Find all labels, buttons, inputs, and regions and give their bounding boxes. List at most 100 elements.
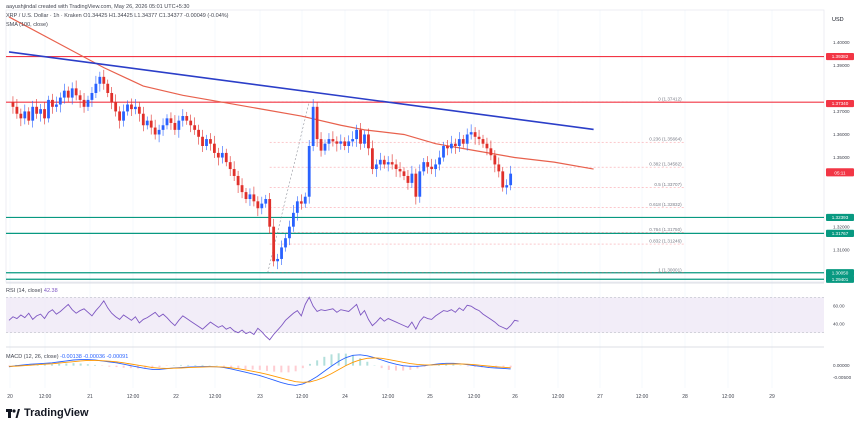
candle-body <box>39 109 42 114</box>
rsi-pane: 60.00 40.00 <box>6 296 845 341</box>
time-tick-label: 12:00 <box>296 394 309 400</box>
macd-histogram-bar <box>294 365 297 372</box>
candle-body <box>288 226 291 239</box>
candle-body <box>489 148 493 156</box>
time-tick-label: 27 <box>597 394 603 400</box>
candle-body <box>422 162 426 172</box>
time-tick-label: 12:00 <box>468 394 481 400</box>
time-axis: 20 12:00 21 12:00 22 12:00 23 12:00 24 12:00 25 12:… <box>7 394 775 400</box>
candle-body <box>90 92 94 100</box>
candle-body <box>493 155 497 165</box>
candle-body <box>457 139 461 146</box>
sma-legend: SMA (100, close) <box>6 22 48 28</box>
price-tick-label: 1.31000 <box>833 247 850 252</box>
price-tag-label: 1.39382 <box>832 54 849 59</box>
macd-histogram-bar <box>394 365 397 371</box>
macd-histogram-bar <box>93 364 96 366</box>
candle-body <box>295 201 299 213</box>
candle-body <box>284 238 287 248</box>
candle-body <box>102 76 106 84</box>
macd-tick-label: 0.00000 <box>833 363 850 368</box>
symbol-name: XRP / U.S. Dollar · 1h · Kraken <box>6 13 82 19</box>
candle-body <box>157 129 161 135</box>
candle-body <box>220 152 224 158</box>
candle-body <box>126 104 129 112</box>
candle-body <box>315 106 319 140</box>
macd-histogram-bar <box>280 365 283 373</box>
candle-body <box>406 175 410 183</box>
price-tick-label: 1.36000 <box>833 132 850 137</box>
macd-histogram-bar <box>301 365 304 369</box>
candle-body <box>509 173 513 186</box>
macd-histogram-bar <box>72 363 75 366</box>
candle-body <box>374 164 378 170</box>
price-tag-label: 1.30050 <box>832 270 849 275</box>
candle-body <box>78 95 82 100</box>
candle-body <box>355 129 358 140</box>
price-tick-label: 1.32000 <box>833 224 850 229</box>
time-tick-label: 25 <box>427 394 433 400</box>
candle-body <box>177 120 181 130</box>
candle-body <box>414 173 418 197</box>
candle-body <box>86 99 90 107</box>
candle-body <box>319 139 323 151</box>
candle-body <box>343 141 347 146</box>
candle-body <box>70 88 74 98</box>
price-tag <box>826 229 854 237</box>
candle-body <box>252 194 256 202</box>
macd-histogram-bar <box>222 365 225 367</box>
candle-body <box>386 162 390 165</box>
macd-histogram-bar <box>273 365 276 372</box>
candle-body <box>418 171 422 197</box>
macd-histogram-bar <box>230 365 233 368</box>
macd-tick-label: -0.00500 <box>833 375 852 380</box>
macd-histogram-bar <box>194 364 197 366</box>
candle-body <box>23 111 27 119</box>
price-tick-label: 1.37000 <box>833 109 850 114</box>
macd-histogram-bar <box>108 365 111 367</box>
price-tag <box>826 169 854 177</box>
macd-histogram-bar <box>308 363 311 366</box>
candle-body <box>51 99 54 107</box>
time-tick-label: 28 <box>682 394 688 400</box>
price-tag-label: 1.37340 <box>832 101 849 106</box>
candle-body <box>303 196 307 204</box>
time-tick-label: 24 <box>342 394 348 400</box>
fib-label: 0 (1.37412) <box>658 96 682 101</box>
candle-body <box>216 152 220 158</box>
candle-body <box>248 194 252 200</box>
macd-histogram-bar <box>344 353 347 366</box>
time-tick-label: 22 <box>173 394 179 400</box>
tradingview-logo: TradingView <box>6 407 89 419</box>
macd-histogram-bar <box>452 364 455 366</box>
macd-histogram-bar <box>79 363 82 366</box>
macd-histogram-bar <box>380 365 383 369</box>
candle-body <box>161 125 165 130</box>
time-tick-label: 12:00 <box>636 394 649 400</box>
fib-label: 1 (1.30001) <box>658 267 682 272</box>
macd-histogram-bar <box>65 363 68 366</box>
candle-body <box>292 212 295 227</box>
candle-body <box>209 139 212 144</box>
currency-label: USD <box>832 17 844 23</box>
candle-body <box>382 159 386 165</box>
candle-body <box>469 132 473 135</box>
time-tick-label: 12:00 <box>209 394 222 400</box>
candle-body <box>359 129 362 144</box>
macd-histogram-bar <box>158 365 161 368</box>
time-tick-label: 23 <box>257 394 263 400</box>
candle-body <box>378 159 382 165</box>
macd-histogram-bar <box>129 365 132 369</box>
candle-body <box>130 104 133 110</box>
candle-body <box>264 199 268 204</box>
time-tick-label: 12:00 <box>39 394 52 400</box>
tradingview-logo-icon <box>6 408 20 418</box>
candle-body <box>149 120 153 128</box>
candle-body <box>453 143 457 146</box>
rsi-label: RSI (14, close) <box>6 288 43 294</box>
candle-body <box>398 169 402 172</box>
candle-body <box>276 258 279 262</box>
macd-histogram-bar <box>151 365 154 369</box>
candle-body <box>351 139 355 142</box>
time-tick-label: 20 <box>7 394 13 400</box>
